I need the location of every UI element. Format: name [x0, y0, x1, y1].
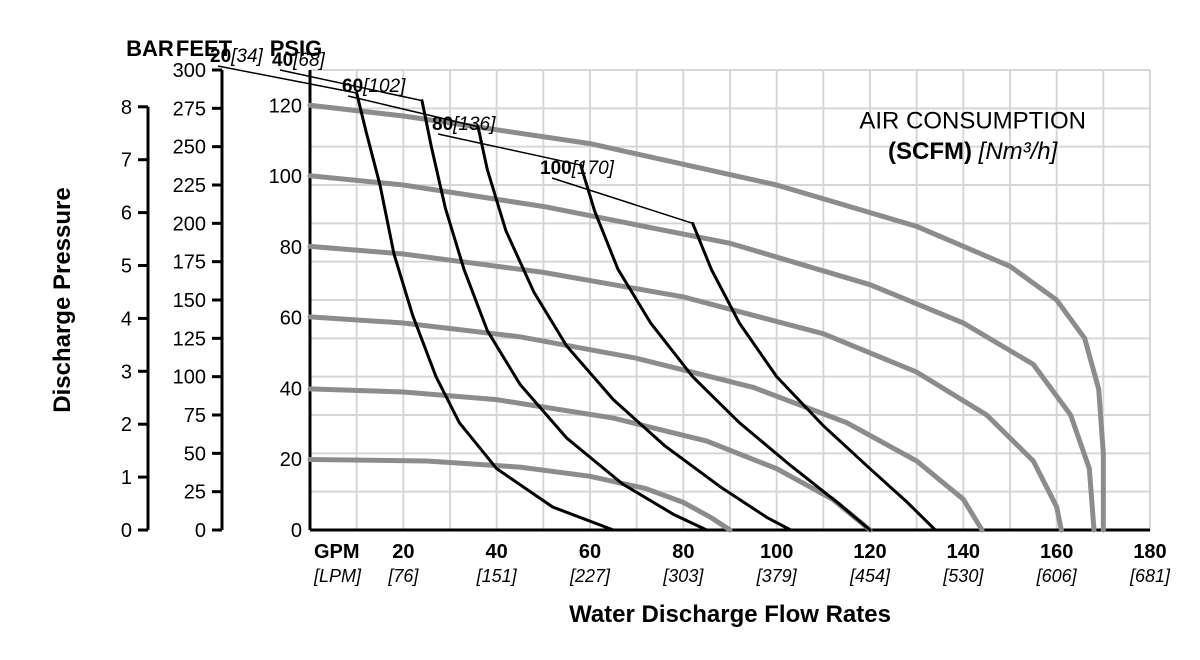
- feet-tick-label: 175: [173, 252, 206, 274]
- gpm-tick-label: 120: [853, 541, 886, 563]
- feet-tick-label: 50: [184, 443, 206, 465]
- feet-header: FEET: [176, 36, 233, 61]
- feet-tick-label: 75: [184, 405, 206, 427]
- lpm-tick-label: [303]: [662, 566, 704, 586]
- gpm-tick-label: 40: [486, 541, 508, 563]
- lpm-tick-label: [454]: [849, 566, 891, 586]
- lpm-tick-label: [227]: [569, 566, 611, 586]
- y-axis-title: Discharge Pressure: [49, 187, 76, 412]
- pump-performance-chart: 20[34]40[68]60[102]80[136]100[170]020406…: [0, 0, 1200, 660]
- air-curve-80: [581, 165, 870, 530]
- lpm-tick-label: [530]: [942, 566, 984, 586]
- feet-tick-label: 250: [173, 137, 206, 159]
- bar-tick-label: 3: [121, 361, 132, 383]
- bar-tick-label: 6: [121, 203, 132, 225]
- gpm-tick-label: 160: [1040, 541, 1073, 563]
- legend-line1: AIR CONSUMPTION: [859, 107, 1086, 134]
- lpm-header: [LPM]: [313, 566, 362, 586]
- gpm-tick-label: 60: [579, 541, 601, 563]
- x-axis-title: Water Discharge Flow Rates: [569, 601, 891, 628]
- psig-header: PSIG: [270, 36, 323, 61]
- lpm-tick-label: [379]: [756, 566, 798, 586]
- gpm-tick-label: 80: [672, 541, 694, 563]
- psig-tick-label: 0: [291, 520, 302, 542]
- feet-tick-label: 275: [173, 98, 206, 120]
- bar-tick-label: 7: [121, 150, 132, 172]
- psig-tick-label: 20: [280, 449, 302, 471]
- gpm-tick-label: 180: [1133, 541, 1166, 563]
- air-curve-label: 100[170]: [540, 158, 615, 179]
- psig-tick-label: 120: [269, 95, 302, 117]
- bar-tick-label: 8: [121, 97, 132, 119]
- bar-tick-label: 0: [121, 520, 132, 542]
- psig-tick-label: 60: [280, 308, 302, 330]
- feet-tick-label: 225: [173, 175, 206, 197]
- feet-tick-label: 200: [173, 213, 206, 235]
- feet-tick-label: 25: [184, 482, 206, 504]
- feet-tick-label: 300: [173, 60, 206, 82]
- lpm-tick-label: [681]: [1129, 566, 1171, 586]
- lpm-tick-label: [606]: [1036, 566, 1078, 586]
- psig-tick-label: 40: [280, 378, 302, 400]
- psig-tick-label: 80: [280, 237, 302, 259]
- lpm-tick-label: [151]: [476, 566, 518, 586]
- feet-tick-label: 125: [173, 328, 206, 350]
- bar-tick-label: 5: [121, 256, 132, 278]
- air-curve-label: 60[102]: [342, 76, 406, 97]
- lpm-tick-label: [76]: [387, 566, 419, 586]
- air-curve-label: 80[136]: [432, 114, 496, 135]
- legend-line2: (SCFM) [Nm³/h]: [888, 138, 1059, 165]
- gpm-tick-label: 140: [947, 541, 980, 563]
- bar-tick-label: 2: [121, 414, 132, 436]
- pressure-curve-5: [310, 459, 730, 530]
- feet-tick-label: 150: [173, 290, 206, 312]
- bar-tick-label: 1: [121, 467, 132, 489]
- gpm-tick-label: 20: [392, 541, 414, 563]
- gpm-tick-label: 100: [760, 541, 793, 563]
- feet-tick-label: 0: [195, 520, 206, 542]
- pressure-curve-0: [310, 105, 1103, 530]
- bar-header: BAR: [126, 36, 174, 61]
- bar-tick-label: 4: [121, 308, 132, 330]
- psig-tick-label: 100: [269, 166, 302, 188]
- gpm-header: GPM: [314, 541, 360, 563]
- feet-tick-label: 100: [173, 367, 206, 389]
